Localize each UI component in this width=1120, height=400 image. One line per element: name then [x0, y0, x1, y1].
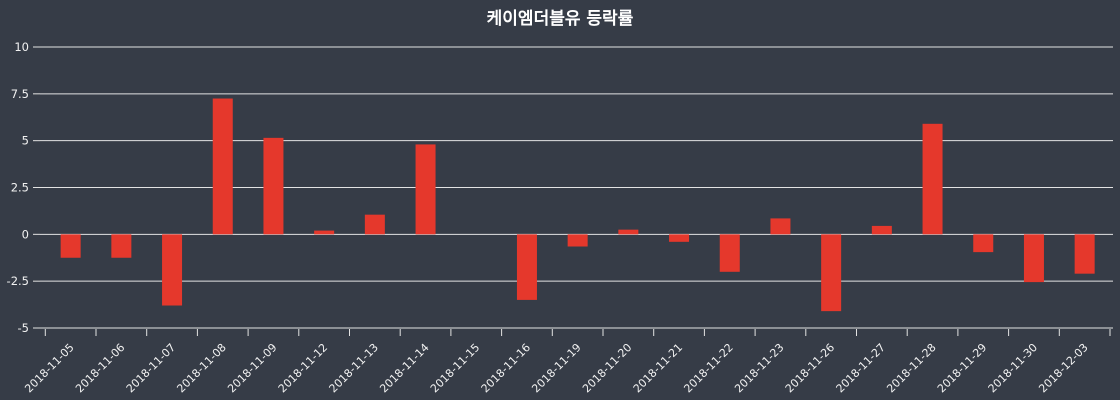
- bar-2018-11-13: [364, 214, 385, 235]
- y-axis-tick-label: 2.5: [11, 181, 29, 195]
- bar-2018-11-19: [567, 234, 588, 247]
- y-axis-tick-label: 7.5: [11, 87, 29, 101]
- bar-2018-11-12: [314, 230, 335, 235]
- bar-2018-11-21: [669, 234, 690, 242]
- bar-2018-11-22: [719, 234, 740, 272]
- bar-2018-11-29: [973, 234, 994, 253]
- y-axis-tick-label: -2.5: [7, 274, 29, 288]
- bar-2018-12-03: [1074, 234, 1095, 274]
- bar-2018-11-09: [263, 137, 284, 235]
- y-axis-tick-label: 10: [14, 40, 29, 54]
- y-axis-tick-label: 0: [22, 227, 29, 241]
- bar-2018-11-08: [212, 98, 233, 235]
- x-axis-ticks-group: [44, 329, 1111, 336]
- y-axis-tick-label: 5: [22, 134, 29, 148]
- bar-2018-11-26: [821, 234, 842, 312]
- bar-2018-11-05: [60, 234, 81, 258]
- bars-group: [60, 98, 1095, 312]
- bar-2018-11-16: [516, 234, 537, 300]
- y-axis-tick-label: -5: [18, 321, 29, 335]
- chart-title: 케이엠더블유 등락률: [487, 9, 634, 29]
- bar-2018-11-14: [415, 144, 436, 235]
- bar-2018-11-27: [871, 225, 892, 235]
- bar-2018-11-06: [111, 234, 132, 258]
- bar-2018-11-30: [1023, 234, 1044, 283]
- y-axis-labels-group: 10 7.5 5 2.5 0 -2.5 -5: [7, 40, 29, 335]
- bar-2018-11-23: [770, 218, 791, 235]
- y-axis-ticks-group: [33, 46, 40, 329]
- bar-2018-11-20: [618, 229, 639, 235]
- bar-2018-11-28: [922, 123, 943, 235]
- bar-2018-11-07: [162, 234, 183, 306]
